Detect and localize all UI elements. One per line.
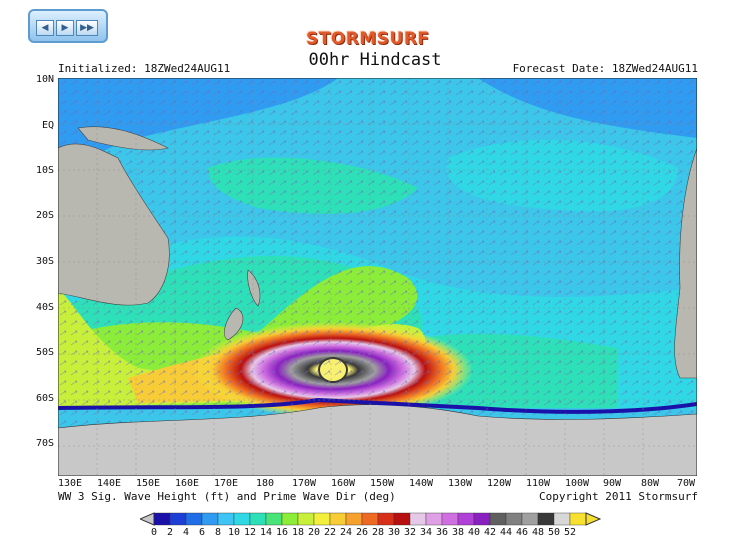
- scale-label: 46: [515, 527, 529, 538]
- copyright: Copyright 2011 Stormsurf: [539, 490, 698, 503]
- lon-label: 140E: [96, 478, 122, 489]
- scale-swatch: [329, 512, 347, 526]
- scale-label: 38: [451, 527, 465, 538]
- lon-label: 180: [255, 478, 275, 489]
- scale-label: 18: [291, 527, 305, 538]
- lon-label: 130W: [447, 478, 473, 489]
- scale-label: 52: [563, 527, 577, 538]
- scale-label: 26: [355, 527, 369, 538]
- lat-label: 70S: [35, 438, 54, 449]
- scale-swatch: [473, 512, 491, 526]
- scale-swatch: [409, 512, 427, 526]
- scale-label: 36: [435, 527, 449, 538]
- lat-label: 20S: [35, 210, 54, 221]
- scale-label: 22: [323, 527, 337, 538]
- scale-label: 2: [166, 527, 174, 538]
- scale-swatch: [425, 512, 443, 526]
- lon-label: 80W: [640, 478, 660, 489]
- scale-label: 28: [371, 527, 385, 538]
- scale-label: 12: [243, 527, 257, 538]
- lon-label: 130E: [57, 478, 83, 489]
- new-guinea-landmass: [77, 126, 169, 151]
- scale-swatch: [201, 512, 219, 526]
- new-zealand-north: [247, 269, 261, 307]
- scale-swatch: [377, 512, 395, 526]
- lon-label: 160E: [174, 478, 200, 489]
- lon-label: 100W: [564, 478, 590, 489]
- scale-label: 4: [182, 527, 190, 538]
- scale-right-arrow: [585, 512, 602, 526]
- scale-label: 30: [387, 527, 401, 538]
- australia-landmass: [58, 143, 170, 306]
- lon-label: 140W: [408, 478, 434, 489]
- forecast-date-label: Forecast Date: 18ZWed24AUG11: [512, 62, 698, 75]
- lon-label: 160W: [330, 478, 356, 489]
- scale-swatch: [489, 512, 507, 526]
- map-caption: WW 3 Sig. Wave Height (ft) and Prime Wav…: [58, 490, 396, 503]
- new-zealand-south: [224, 307, 244, 341]
- scale-swatch: [521, 512, 539, 526]
- lon-label: 170W: [291, 478, 317, 489]
- lon-label: 150E: [135, 478, 161, 489]
- page-title: 00hr Hindcast: [308, 50, 442, 70]
- scale-label: 0: [150, 527, 158, 538]
- scale-label: 10: [227, 527, 241, 538]
- lat-label: 50S: [35, 347, 54, 358]
- scale-swatch: [297, 512, 315, 526]
- scale-label: 14: [259, 527, 273, 538]
- scale-label: 24: [339, 527, 353, 538]
- scale-label: 6: [198, 527, 206, 538]
- scale-swatch: [217, 512, 235, 526]
- lat-label: 60S: [35, 393, 54, 404]
- scale-swatch: [169, 512, 187, 526]
- scale-swatch: [345, 512, 363, 526]
- scale-label: 16: [275, 527, 289, 538]
- lat-label: EQ: [41, 120, 54, 131]
- scale-label: 32: [403, 527, 417, 538]
- initialized-label: Initialized: 18ZWed24AUG11: [58, 62, 231, 75]
- scale-label: 44: [499, 527, 513, 538]
- lon-label: 170E: [213, 478, 239, 489]
- scale-swatch: [233, 512, 251, 526]
- scale-swatch: [393, 512, 411, 526]
- scale-label: 34: [419, 527, 433, 538]
- nav-controls: ◀ ▶ ▶▶: [28, 9, 108, 43]
- color-scale-bar: [140, 512, 602, 526]
- scale-label: 50: [547, 527, 561, 538]
- scale-label: 20: [307, 527, 321, 538]
- stormsurf-logo: STORMSURF: [306, 29, 430, 49]
- scale-swatch: [569, 512, 587, 526]
- play-button[interactable]: ▶: [56, 20, 74, 36]
- lat-label: 10S: [35, 165, 54, 176]
- scale-left-arrow: [140, 512, 155, 526]
- scale-swatch: [441, 512, 459, 526]
- forward-button[interactable]: ▶▶: [76, 20, 98, 36]
- scale-swatch: [361, 512, 379, 526]
- south-america-landmass: [674, 147, 697, 379]
- scale-label: 42: [483, 527, 497, 538]
- scale-label: 8: [214, 527, 222, 538]
- scale-swatch: [249, 512, 267, 526]
- scale-swatch: [505, 512, 523, 526]
- lon-label: 110W: [525, 478, 551, 489]
- lon-label: 150W: [369, 478, 395, 489]
- scale-swatch: [281, 512, 299, 526]
- wave-height-map: [58, 78, 697, 476]
- scale-label: 40: [467, 527, 481, 538]
- scale-swatch: [553, 512, 571, 526]
- back-button[interactable]: ◀: [36, 20, 54, 36]
- scale-swatch: [537, 512, 555, 526]
- scale-swatch: [457, 512, 475, 526]
- lon-label: 90W: [602, 478, 622, 489]
- lon-label: 120W: [486, 478, 512, 489]
- scale-swatch: [185, 512, 203, 526]
- lat-label: 10N: [35, 74, 54, 85]
- lat-label: 30S: [35, 256, 54, 267]
- scale-swatch: [313, 512, 331, 526]
- scale-swatch: [153, 512, 171, 526]
- scale-label: 48: [531, 527, 545, 538]
- lon-label: 70W: [676, 478, 696, 489]
- lat-label: 40S: [35, 302, 54, 313]
- scale-swatch: [265, 512, 283, 526]
